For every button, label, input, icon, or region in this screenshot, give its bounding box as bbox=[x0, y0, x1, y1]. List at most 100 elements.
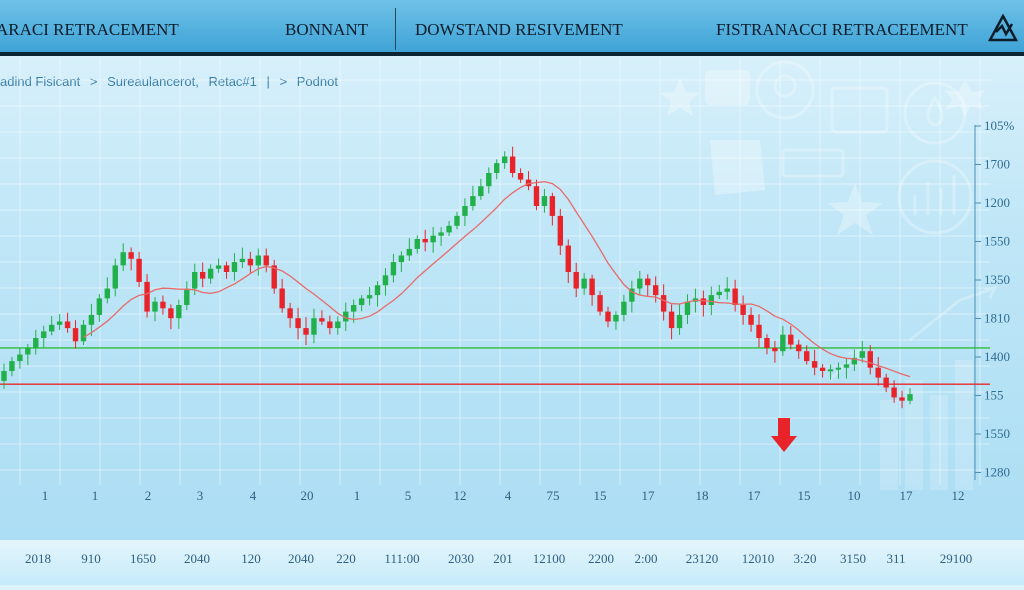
y-tick-label: 1810 bbox=[984, 311, 1010, 326]
candle bbox=[72, 328, 79, 342]
candle bbox=[724, 288, 730, 292]
x-tick-label-secondary: 910 bbox=[81, 551, 101, 566]
bg-bar bbox=[955, 360, 973, 490]
breadcrumb-item[interactable]: adind Fisicant bbox=[0, 74, 81, 89]
candle bbox=[88, 314, 95, 325]
x-tick-label-secondary: 3:20 bbox=[793, 551, 816, 566]
candle bbox=[732, 288, 738, 305]
candle bbox=[64, 321, 71, 329]
x-tick-label: 2 bbox=[145, 488, 152, 503]
candle bbox=[684, 301, 691, 315]
x-tick-label: 10 bbox=[848, 488, 861, 503]
tab-fistranacci[interactable]: FISTRANACCI RETRACEEMENT bbox=[716, 20, 968, 39]
candle bbox=[350, 305, 357, 312]
x-tick-label-secondary: 12100 bbox=[533, 551, 566, 566]
candle bbox=[541, 196, 548, 206]
x-tick-label: 20 bbox=[301, 488, 314, 503]
tab-bonnant[interactable]: BONNANT bbox=[285, 20, 369, 39]
tab-retracement[interactable]: ARACI RETRACEMENT bbox=[0, 20, 179, 39]
candle bbox=[629, 288, 635, 302]
candle bbox=[17, 354, 23, 362]
x-tick-label: 17 bbox=[748, 488, 762, 503]
candle bbox=[668, 311, 675, 329]
candle bbox=[144, 281, 150, 312]
x-tick-label-secondary: 12010 bbox=[742, 551, 775, 566]
x-tick-label-secondary: 311 bbox=[886, 551, 905, 566]
candle bbox=[509, 156, 516, 173]
candle bbox=[168, 308, 174, 319]
x-tick-label: 4 bbox=[250, 488, 257, 503]
breadcrumb-item[interactable]: Podnot bbox=[296, 74, 338, 89]
candle bbox=[875, 367, 881, 378]
chat-icon bbox=[705, 70, 750, 105]
x-tick-label-secondary: 2040 bbox=[184, 551, 210, 566]
candle bbox=[637, 278, 643, 289]
x-tick-label: 1 bbox=[42, 488, 49, 503]
candle bbox=[279, 288, 285, 309]
candle bbox=[494, 163, 500, 173]
candles bbox=[1, 146, 913, 409]
candle bbox=[343, 311, 349, 322]
candle bbox=[811, 361, 818, 368]
breadcrumb-item[interactable]: Sureaulancerot, bbox=[107, 74, 199, 89]
breadcrumb: adind Fisicant > Sureaulancerot, Retac#1… bbox=[0, 74, 344, 89]
candle bbox=[239, 258, 246, 263]
candle bbox=[501, 156, 508, 164]
y-tick-label: 105% bbox=[984, 118, 1015, 133]
x-tick-label: 18 bbox=[696, 488, 709, 503]
bg-bar bbox=[905, 380, 923, 490]
candle bbox=[843, 364, 850, 368]
candle bbox=[645, 278, 651, 286]
candle bbox=[549, 196, 556, 216]
candle bbox=[327, 321, 333, 329]
candle bbox=[581, 278, 587, 289]
x-tick-label-secondary: 2018 bbox=[25, 551, 51, 566]
candle bbox=[311, 318, 317, 335]
maple-leaf-icon bbox=[945, 80, 985, 118]
bar-chart-bars-icon bbox=[913, 175, 956, 215]
candle bbox=[223, 265, 230, 272]
candle bbox=[215, 265, 222, 269]
x-tick-label-secondary: 2200 bbox=[588, 551, 614, 566]
candle bbox=[120, 252, 126, 266]
annotations bbox=[771, 418, 797, 452]
candle bbox=[827, 369, 834, 372]
breadcrumb-separator: | bbox=[266, 74, 270, 89]
candle bbox=[247, 258, 254, 266]
candle bbox=[48, 324, 55, 332]
tab-dowstand[interactable]: DOWSTAND RESIVEMENT bbox=[415, 20, 623, 39]
x-tick-label-secondary: 2040 bbox=[288, 551, 314, 566]
y-tick-label: 1550 bbox=[984, 426, 1010, 441]
candle bbox=[199, 272, 206, 279]
x-tick-label: 15 bbox=[798, 488, 811, 503]
x-tick-label-secondary: 2:00 bbox=[634, 551, 657, 566]
x-tick-label: 17 bbox=[900, 488, 914, 503]
candle bbox=[756, 324, 762, 338]
x-tick-label: 5 bbox=[405, 488, 412, 503]
portrait-face-icon bbox=[773, 74, 797, 98]
candle bbox=[613, 314, 619, 322]
candle bbox=[382, 275, 389, 286]
candle bbox=[41, 331, 47, 338]
candle bbox=[454, 215, 460, 226]
candle bbox=[184, 288, 190, 305]
candle bbox=[907, 394, 913, 401]
candle bbox=[748, 314, 754, 325]
y-tick-label: 1700 bbox=[984, 157, 1010, 172]
x-tick-label-secondary: 201 bbox=[493, 551, 513, 566]
candle bbox=[176, 305, 182, 319]
candle bbox=[605, 311, 611, 322]
breadcrumb-item[interactable]: Retac#1 bbox=[208, 74, 257, 89]
y-tick-label: 1280 bbox=[984, 465, 1010, 480]
candle bbox=[231, 262, 238, 272]
candle bbox=[891, 387, 897, 398]
candle bbox=[358, 298, 365, 305]
candle bbox=[517, 173, 524, 180]
y-tick-label: 1400 bbox=[984, 349, 1010, 364]
candle bbox=[192, 272, 198, 289]
portrait-icon bbox=[755, 60, 815, 120]
x-tick-label-secondary: 29100 bbox=[940, 551, 973, 566]
candle bbox=[136, 258, 142, 282]
candle bbox=[422, 239, 428, 243]
moving-average-line bbox=[83, 180, 911, 378]
